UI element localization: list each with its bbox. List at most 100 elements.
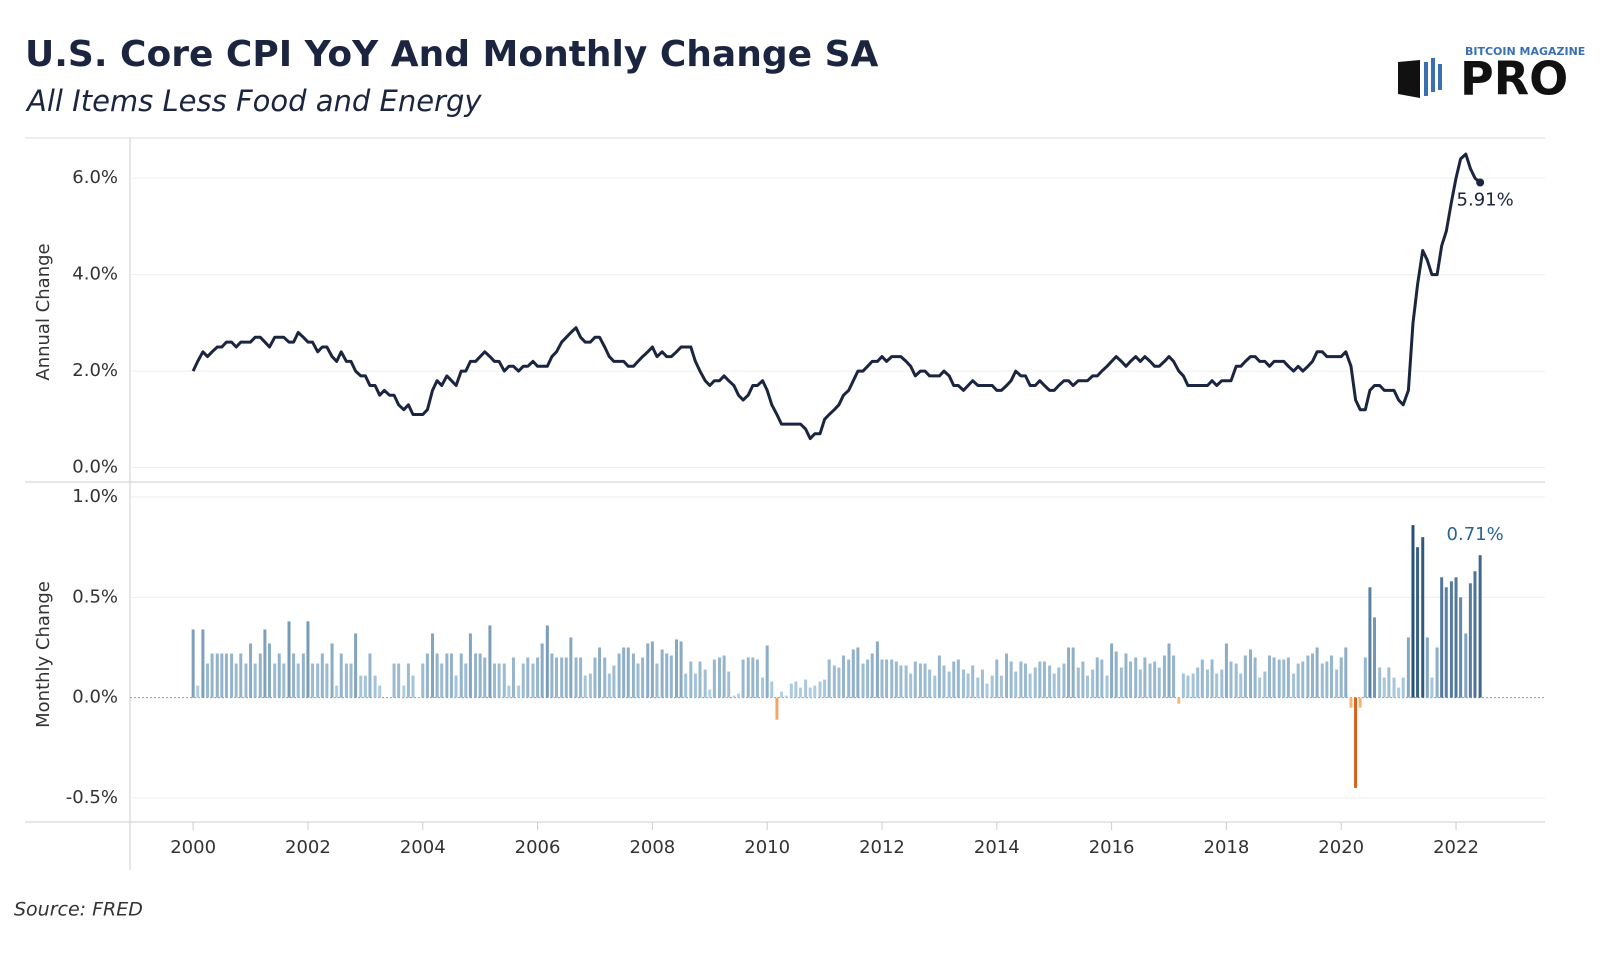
bar	[1148, 663, 1152, 698]
bar	[555, 657, 559, 698]
bar	[201, 629, 205, 698]
bar	[1320, 663, 1324, 698]
bar	[507, 685, 511, 698]
bar	[569, 637, 573, 698]
bar	[431, 633, 435, 698]
bar	[215, 653, 219, 698]
bar	[1306, 655, 1310, 698]
bar	[1186, 675, 1190, 698]
bar	[1392, 677, 1396, 698]
bar	[488, 625, 492, 698]
bar	[765, 645, 769, 698]
y-tick-label: 2.0%	[72, 360, 118, 381]
bar	[435, 653, 439, 698]
bar	[1344, 647, 1348, 698]
bar	[392, 663, 396, 698]
bar	[1378, 667, 1382, 698]
bar	[517, 685, 521, 698]
bar	[402, 685, 406, 698]
bar	[1234, 663, 1238, 698]
bar	[784, 695, 788, 698]
bar	[1196, 667, 1200, 698]
bar	[646, 643, 650, 698]
bar	[1373, 617, 1377, 698]
bar	[1339, 657, 1343, 698]
bar	[1243, 655, 1247, 698]
bar	[339, 653, 343, 698]
bar	[789, 683, 793, 698]
bar	[325, 663, 329, 698]
bar	[660, 649, 664, 698]
bar	[1062, 663, 1066, 698]
bar	[1134, 657, 1138, 698]
bar	[583, 675, 587, 698]
bar	[406, 663, 410, 698]
bar	[349, 663, 353, 698]
bar	[301, 653, 305, 698]
bar	[1249, 649, 1253, 698]
bar	[842, 655, 846, 698]
bar	[722, 655, 726, 698]
bar	[210, 653, 214, 698]
bar	[761, 677, 765, 698]
bar	[1406, 637, 1410, 698]
x-tick-label: 2014	[974, 837, 1020, 858]
y-tick-label: -0.5%	[66, 787, 118, 808]
bar	[780, 691, 784, 698]
bar	[679, 641, 683, 698]
bar	[966, 673, 970, 698]
bar	[196, 685, 200, 698]
bar	[636, 663, 640, 698]
bar	[1081, 661, 1085, 698]
y-tick-label: 6.0%	[72, 167, 118, 188]
bar	[1042, 661, 1046, 698]
bar	[851, 649, 855, 698]
bar	[1267, 655, 1271, 698]
bar	[1110, 643, 1114, 698]
bar	[1354, 697, 1358, 788]
bar	[612, 665, 616, 698]
bar	[923, 663, 927, 698]
bar	[1411, 525, 1415, 698]
bar	[1440, 577, 1444, 698]
bar	[1421, 537, 1425, 698]
bar	[990, 675, 994, 698]
bar	[1397, 687, 1401, 698]
bar	[1167, 643, 1171, 698]
bar	[1009, 661, 1013, 698]
bar	[1143, 657, 1147, 698]
bar	[708, 689, 712, 698]
bar	[354, 633, 358, 698]
bar	[894, 661, 898, 698]
x-tick-label: 2006	[515, 837, 561, 858]
bar	[1272, 657, 1276, 698]
bar	[230, 653, 234, 698]
bar	[483, 657, 487, 698]
bar	[502, 663, 506, 698]
bar	[1329, 655, 1333, 698]
bar	[631, 653, 635, 698]
bar	[258, 653, 262, 698]
bar	[804, 679, 808, 698]
annotation: 0.71%	[1447, 524, 1504, 545]
bar	[1311, 653, 1315, 698]
bar	[1335, 669, 1339, 698]
bar	[359, 675, 363, 698]
x-tick-label: 2008	[629, 837, 675, 858]
bar	[995, 659, 999, 698]
bar	[962, 669, 966, 698]
bar	[837, 667, 841, 698]
bar	[1200, 659, 1204, 698]
bar	[674, 639, 678, 698]
bar	[813, 685, 817, 698]
bar	[856, 647, 860, 698]
bar	[1239, 673, 1243, 698]
bar	[1091, 669, 1095, 698]
bar	[493, 663, 497, 698]
bar	[866, 659, 870, 698]
bar	[1177, 697, 1181, 704]
bar	[703, 669, 707, 698]
bar	[277, 653, 281, 698]
bar	[794, 681, 798, 698]
y-tick-label: 0.5%	[72, 586, 118, 607]
